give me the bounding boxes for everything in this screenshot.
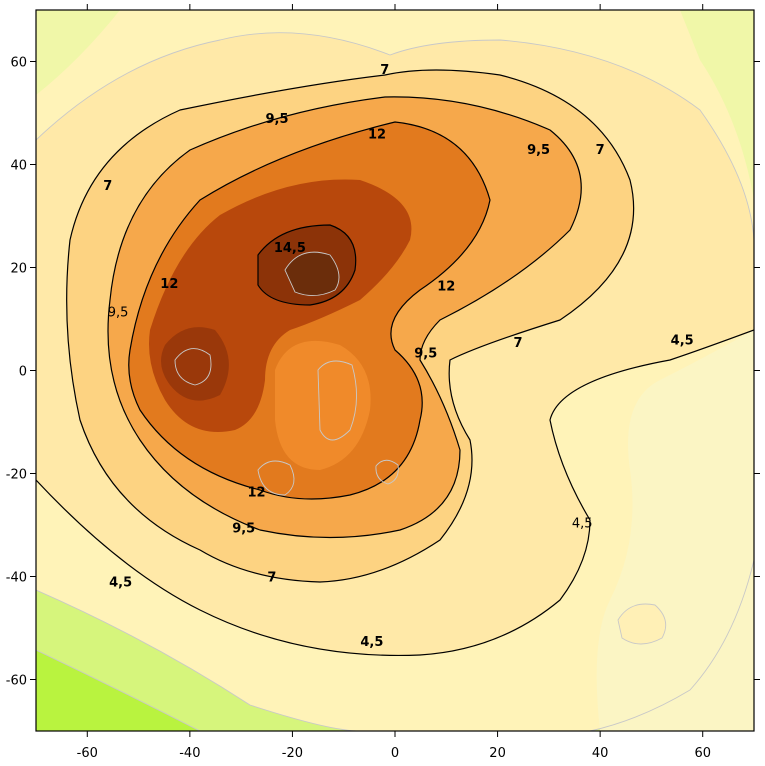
x-tick-label: 60 — [694, 746, 711, 761]
y-tick-label: -40 — [6, 571, 27, 586]
y-axis: -60 -40 -20 0 20 40 60 — [6, 56, 760, 689]
contour-band-green-topleft — [36, 10, 120, 95]
contour-label: 7 — [267, 571, 276, 586]
x-tick-label: -20 — [282, 746, 303, 761]
contour-line-minor — [36, 649, 201, 731]
contour-line-14-5 — [257, 224, 357, 306]
y-tick-label: 60 — [10, 56, 27, 71]
contour-line-12 — [128, 121, 491, 500]
x-tick-label: 0 — [391, 746, 399, 761]
contour-line-minor — [36, 589, 361, 731]
contour-label: 4,5 — [109, 576, 132, 591]
contour-label: 12 — [437, 280, 455, 295]
contour-label: 9,5 — [232, 522, 255, 537]
x-tick-label: 20 — [489, 746, 506, 761]
contour-label: 9,5 — [414, 346, 437, 361]
contour-line-minor — [36, 32, 754, 241]
contour-label: 12 — [160, 277, 178, 292]
x-tick-label: 40 — [592, 746, 609, 761]
contour-label: 12 — [247, 486, 265, 501]
y-tick-label: -20 — [6, 468, 27, 483]
contour-line-minor — [617, 603, 667, 645]
y-tick-label: -60 — [6, 674, 27, 689]
contour-label: 7 — [514, 336, 523, 351]
contour-lines — [36, 32, 754, 731]
y-tick-label: 0 — [19, 365, 27, 380]
x-tick-label: -60 — [77, 746, 98, 761]
y-tick-label: 20 — [10, 262, 27, 277]
contour-band-orange-center — [275, 340, 371, 470]
contour-label: 9,5 — [266, 112, 289, 127]
contour-label: 4,5 — [572, 516, 593, 531]
contour-line-9-5 — [107, 96, 582, 539]
contour-band-14 — [161, 327, 229, 401]
contour-band-green-lowest — [36, 650, 200, 731]
contour-line-minor — [174, 348, 212, 386]
contour-labels: 7 9,5 12 9,5 7 7 14,5 12 12 9,5 9,5 7 4,5 12 9,5 4,5 7 4,… — [103, 63, 693, 650]
contour-label: 4,5 — [671, 334, 694, 349]
contour-label: 12 — [368, 128, 386, 143]
contour-band-15 — [285, 252, 339, 296]
contour-line-minor — [284, 251, 340, 296]
contour-line-minor — [589, 559, 754, 731]
contour-label: 4,5 — [360, 635, 383, 650]
contour-line-4-5 — [36, 329, 754, 657]
contour-label: 9,5 — [108, 305, 129, 320]
contour-label: 14,5 — [274, 241, 306, 256]
contour-label: 7 — [103, 179, 112, 194]
contour-line-minor — [317, 360, 357, 441]
contour-label: 9,5 — [527, 143, 550, 158]
x-tick-label: -40 — [179, 746, 200, 761]
contour-line-minor — [375, 459, 399, 485]
contour-line-7 — [66, 69, 635, 583]
contour-line-minor — [257, 460, 295, 496]
y-tick-label: 40 — [10, 159, 27, 174]
contour-band-5 — [618, 604, 666, 644]
filled-contours — [36, 10, 754, 731]
contour-label: 7 — [380, 63, 389, 78]
contour-label: 7 — [596, 143, 605, 158]
contour-band-green-topright — [680, 10, 754, 200]
x-axis: -60 -40 -20 0 20 40 60 — [77, 4, 711, 761]
